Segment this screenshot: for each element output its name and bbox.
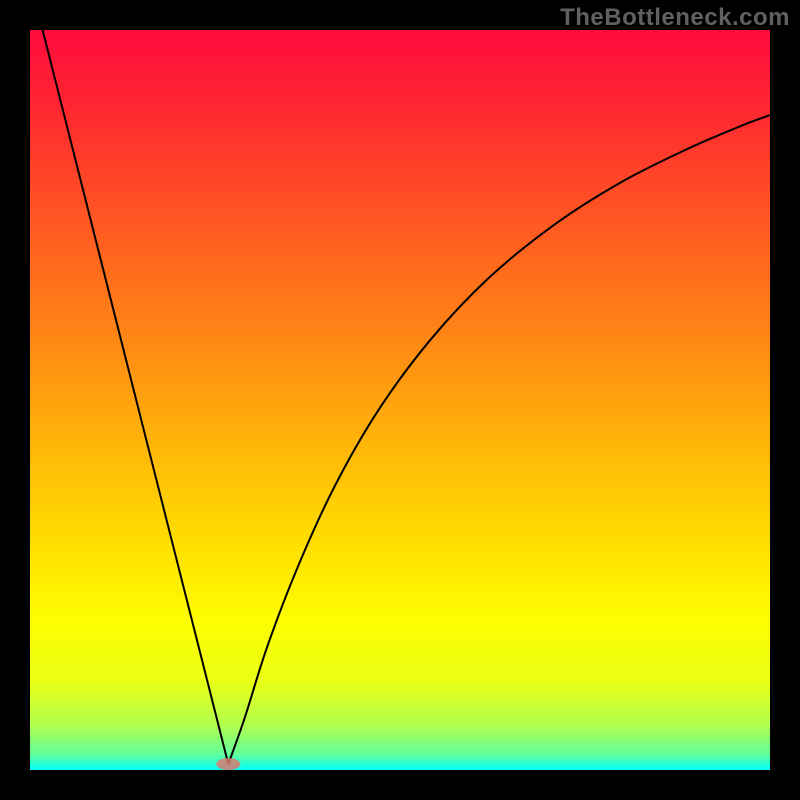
optimal-marker (216, 758, 240, 770)
gradient-background (30, 30, 770, 770)
bottleneck-chart (0, 0, 800, 800)
chart-container: TheBottleneck.com (0, 0, 800, 800)
watermark-text: TheBottleneck.com (560, 4, 790, 32)
